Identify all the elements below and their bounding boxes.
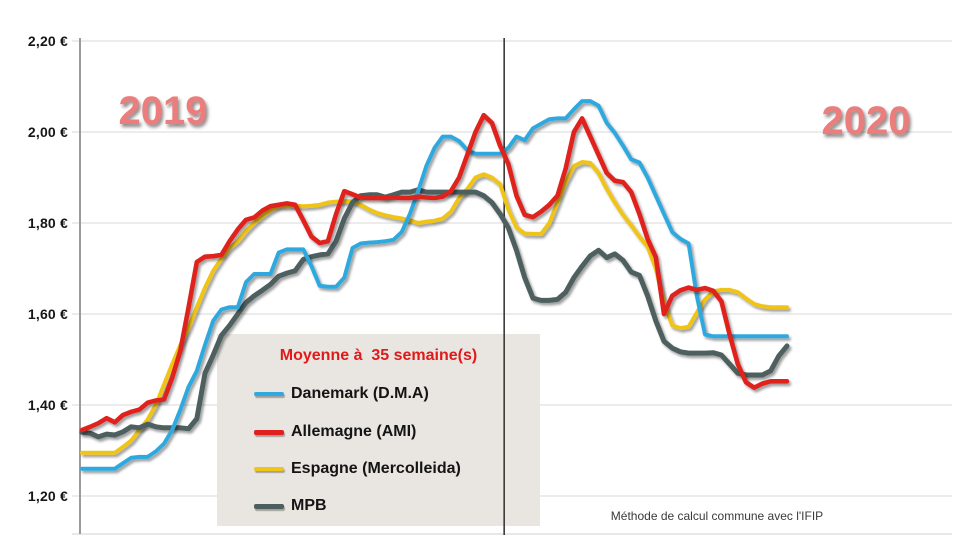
series-line-allemagne-ami: [79, 112, 790, 433]
legend-item-espagne: Espagne (Mercolleida): [254, 459, 461, 479]
y-axis-label-1-80: 1,80 €: [27, 215, 68, 231]
year-label-2019: 2019: [118, 89, 208, 133]
legend-item-allemagne: Allemagne (AMI): [254, 422, 416, 442]
legend-item-label: Allemagne (AMI): [291, 423, 417, 440]
legend-item-label: Espagne (Mercolleida): [291, 460, 461, 477]
legend-item-label: Danemark (D.M.A): [291, 385, 429, 402]
y-axis-label-1-40: 1,40 €: [27, 397, 68, 413]
series-line-mpb: [79, 187, 790, 440]
footnote: Méthode de calcul commune avec l'IFIP: [610, 509, 824, 523]
y-axis-label-2-20: 2,20 €: [27, 33, 68, 49]
y-axis-label-1-20: 1,20 €: [27, 488, 68, 504]
mpb-line-swatch-icon: [254, 503, 284, 509]
legend-title: Moyenne à 35 semaine(s): [279, 347, 478, 364]
allemagne-line-swatch-icon: [254, 429, 284, 435]
legend-item-danemark: Danemark (D.M.A): [254, 384, 429, 404]
series-line-espagne-mercolleida: [80, 160, 789, 455]
y-axis-label-2-00: 2,00 €: [27, 124, 68, 140]
legend-item-label: MPB: [291, 497, 327, 514]
espagne-line-swatch-icon: [254, 467, 284, 471]
danemark-line-swatch-icon: [254, 392, 284, 396]
series-line-danemark-d-m-a: [80, 99, 789, 471]
legend-item-mpb: MPB: [254, 496, 327, 516]
y-axis-label-1-60: 1,60 €: [27, 306, 68, 322]
year-label-2020: 2020: [821, 99, 911, 143]
